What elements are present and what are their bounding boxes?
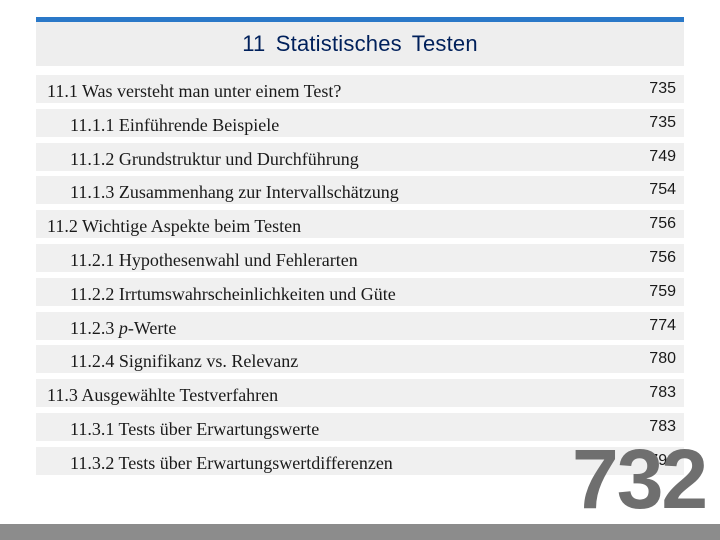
toc-entry[interactable]: 11.1.2 Grundstruktur und Durchführung 749 <box>36 142 684 171</box>
toc-entry-label: 11.3.2 Tests über Erwartungswertdifferen… <box>70 452 393 473</box>
toc-entry-label: 11.1 Was versteht man unter einem Test? <box>47 81 342 101</box>
title-accent-rule <box>36 17 684 22</box>
title-bar: 11 Statistisches Testen <box>36 22 684 66</box>
toc-entry-label: 11.3.1 Tests über Erwartungswerte <box>70 418 320 439</box>
toc-entry-label: 11.2.4 Signifikanz vs. Relevanz <box>70 351 299 372</box>
toc-entry-label: 11.1.2 Grundstruktur und Durchführung <box>70 148 359 169</box>
toc-entry[interactable]: 11.1.1 Einführende Beispiele 735 <box>36 108 684 137</box>
toc-entry-label: 11.1.3 Zusammenhang zur Intervallschätzu… <box>70 182 399 203</box>
footer-bar <box>0 524 720 540</box>
toc-entry-page: 754 <box>649 181 676 199</box>
toc-entry-page: 790 <box>649 451 676 469</box>
toc-entry-page: 735 <box>649 80 676 97</box>
toc-entry[interactable]: 11.2.3 p-Werte 774 <box>36 311 684 340</box>
toc-entry-label: 11.2.1 Hypothesenwahl und Fehlerarten <box>70 249 358 270</box>
toc-entry-label: 11.2 Wichtige Aspekte beim Testen <box>47 216 302 237</box>
page-title: 11 Statistisches Testen <box>242 31 478 56</box>
toc-entry[interactable]: 11.1.3 Zusammenhang zur Intervallschätzu… <box>36 176 684 205</box>
toc-entry[interactable]: 11.1 Was versteht man unter einem Test? 7… <box>36 75 684 103</box>
toc-entry-page: 783 <box>649 384 676 402</box>
toc-entry-page: 735 <box>649 113 676 131</box>
toc-entry[interactable]: 11.3.1 Tests über Erwartungswerte 783 <box>36 412 684 441</box>
toc-entry[interactable]: 11.3.2 Tests über Erwartungswertdifferen… <box>36 446 684 475</box>
toc-entry-page: 756 <box>649 215 676 233</box>
toc-entry-page: 783 <box>649 417 676 435</box>
toc-entry-label: 11.2.2 Irrtumswahrscheinlichkeiten und G… <box>70 283 396 304</box>
toc-entry[interactable]: 11.2.2 Irrtumswahrscheinlichkeiten und G… <box>36 277 684 306</box>
slide-number: 732 <box>572 432 708 526</box>
toc-entry[interactable]: 11.3 Ausgewählte Testverfahren 783 <box>36 379 684 408</box>
toc-entry-page: 756 <box>649 248 676 266</box>
toc-entry-label: 11.2.3 p-Werte <box>70 317 177 338</box>
toc-entry-page: 780 <box>649 350 676 368</box>
toc-entry-page: 749 <box>649 147 676 165</box>
toc-entry-label: 11.1.1 Einführende Beispiele <box>70 114 280 135</box>
table-of-contents: 11.1 Was versteht man unter einem Test? 7… <box>36 75 684 481</box>
toc-entry[interactable]: 11.2.4 Signifikanz vs. Relevanz 780 <box>36 345 684 374</box>
toc-entry-label: 11.3 Ausgewählte Testverfahren <box>47 385 279 406</box>
toc-entry-page: 774 <box>649 316 676 334</box>
toc-entry[interactable]: 11.2 Wichtige Aspekte beim Testen 756 <box>36 210 684 239</box>
toc-entry-page: 759 <box>649 282 676 300</box>
toc-entry[interactable]: 11.2.1 Hypothesenwahl und Fehlerarten 756 <box>36 243 684 272</box>
